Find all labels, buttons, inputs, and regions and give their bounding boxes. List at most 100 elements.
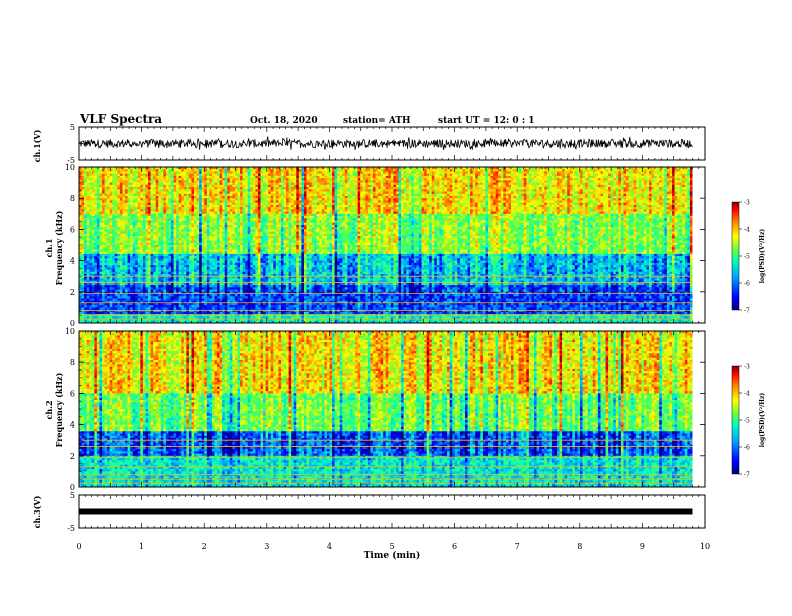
ch1-spectrogram-cell bbox=[480, 200, 483, 203]
ch1-spectrogram-cell bbox=[381, 171, 384, 174]
ch1-spectrogram-cell bbox=[82, 194, 85, 197]
ch1-spectrogram-cell bbox=[191, 205, 194, 208]
ch1-spectrogram-cell bbox=[115, 180, 118, 183]
ch1-spectrogram-cell bbox=[631, 198, 634, 201]
ch1-spectrogram-cell bbox=[560, 209, 563, 212]
ch1-spectrogram-cell bbox=[227, 183, 230, 186]
ch1-spectrogram-cell bbox=[161, 209, 164, 212]
ch1-spectrogram-cell bbox=[112, 171, 115, 174]
ch1-spectrogram-cell bbox=[493, 207, 496, 210]
ch1-spectrogram-cell bbox=[401, 198, 404, 201]
ch1-spectrogram-cell bbox=[181, 209, 184, 212]
ch1-spectrogram-cell bbox=[646, 174, 649, 177]
ch1-spectrogram-cell bbox=[255, 174, 258, 177]
ch1-spectrogram-cell bbox=[365, 207, 368, 210]
ch1-spectrogram-cell bbox=[286, 169, 289, 172]
ch1-spectrogram-cell bbox=[199, 198, 202, 201]
ch1-spectrogram-cell bbox=[289, 187, 292, 190]
ch1-spectrogram-cell bbox=[539, 192, 542, 195]
ch1-spectrogram-cell bbox=[340, 187, 343, 190]
ch1-spectrogram-cell bbox=[680, 200, 683, 203]
ch1-spectrogram-cell bbox=[618, 178, 621, 181]
ch1-spectrogram-cell bbox=[376, 176, 379, 179]
ch1-spectrogram-cell bbox=[411, 207, 414, 210]
ch1-spectrogram-cell bbox=[521, 176, 524, 179]
ch1-spectrogram-cell bbox=[572, 196, 575, 199]
ch1-spectrogram-cell bbox=[102, 205, 105, 208]
ch1-spectrogram-cell bbox=[685, 198, 688, 201]
ch1-spectrogram-cell bbox=[687, 203, 690, 206]
ch1-spectrogram-cell bbox=[378, 180, 381, 183]
ch1-spectrogram-cell bbox=[629, 203, 632, 206]
ch1-spectrogram-cell bbox=[432, 194, 435, 197]
ch1-spectrogram-cell bbox=[220, 207, 223, 210]
ch1-spectrogram-cell bbox=[222, 194, 225, 197]
ch1-spectrogram-cell bbox=[567, 192, 570, 195]
ch1-spectrogram-cell bbox=[227, 200, 230, 203]
ch1-spectrogram-cell bbox=[368, 189, 371, 192]
ch1-spectrogram-cell bbox=[370, 196, 373, 199]
ch1-spectrogram-cell bbox=[690, 180, 693, 183]
ch1-spectrogram-cell bbox=[158, 205, 161, 208]
ch1-spectrogram-cell bbox=[304, 174, 307, 177]
ch1-spectrogram-cell bbox=[386, 203, 389, 206]
ch1-spectrogram-cell bbox=[324, 209, 327, 212]
ch1-spectrogram-cell bbox=[145, 207, 148, 210]
ch1-spectrogram-cell bbox=[327, 198, 330, 201]
ch1-spectrogram-cell bbox=[214, 196, 217, 199]
ch1-spectrogram-cell bbox=[452, 198, 455, 201]
ch1-spectrogram-cell bbox=[388, 176, 391, 179]
ch1-spectrogram-cell bbox=[225, 205, 228, 208]
ch1-spectrogram-cell bbox=[501, 169, 504, 172]
ch1-spectrogram-cell bbox=[669, 185, 672, 188]
ch1-spectrogram-cell bbox=[664, 183, 667, 186]
ch1-spectrogram-cell bbox=[478, 171, 481, 174]
ch1-spectrogram-cell bbox=[232, 189, 235, 192]
ch1-spectrogram-cell bbox=[158, 207, 161, 210]
ch1-spectrogram-cell bbox=[409, 183, 412, 186]
ch1-spectrogram-cell bbox=[644, 187, 647, 190]
ch1-spectrogram-cell bbox=[299, 200, 302, 203]
ch1-spectrogram-cell bbox=[485, 183, 488, 186]
ch1-spectrogram-cell bbox=[125, 196, 128, 199]
ch1-spectrogram-cell bbox=[401, 180, 404, 183]
ch1-spectrogram-cell bbox=[539, 174, 542, 177]
ch1-spectrogram-cell bbox=[291, 189, 294, 192]
ch1-spectrogram-cell bbox=[598, 196, 601, 199]
ch1-spectrogram-cell bbox=[237, 187, 240, 190]
ch1-spectrogram-cell bbox=[94, 200, 97, 203]
ch1-spectrogram-cell bbox=[501, 207, 504, 210]
ch1-spectrogram-cell bbox=[176, 178, 179, 181]
ch1-spectrogram-cell bbox=[99, 185, 102, 188]
ch1-spectrogram-cell bbox=[176, 174, 179, 177]
ch1-spectrogram-cell bbox=[353, 203, 356, 206]
ch1-spectrogram-cell bbox=[135, 180, 138, 183]
ch1-spectrogram-cell bbox=[634, 185, 637, 188]
ch1-spectrogram-cell bbox=[652, 207, 655, 210]
ch1-spectrogram-cell bbox=[411, 189, 414, 192]
ch1-spectrogram-cell bbox=[478, 180, 481, 183]
ch1-spectrogram-cell bbox=[503, 185, 506, 188]
ch1-spectrogram-cell bbox=[232, 185, 235, 188]
ch1-spectrogram-cell bbox=[319, 198, 322, 201]
ch1-spectrogram-cell bbox=[237, 169, 240, 172]
ch1-spectrogram-cell bbox=[419, 189, 422, 192]
ch1-spectrogram-cell bbox=[473, 187, 476, 190]
ch1-spectrogram-cell bbox=[549, 169, 552, 172]
ch1-spectrogram-cell bbox=[276, 209, 279, 212]
ch1-spectrogram-cell bbox=[450, 192, 453, 195]
ch1-spectrogram-cell bbox=[342, 198, 345, 201]
ch1-spectrogram-cell bbox=[511, 176, 514, 179]
ch1-spectrogram-cell bbox=[84, 196, 87, 199]
ch1-spectrogram-cell bbox=[608, 183, 611, 186]
ch1-spectrogram-cell bbox=[353, 176, 356, 179]
ch1-spectrogram-cell bbox=[572, 185, 575, 188]
ch1-spectrogram-cell bbox=[268, 178, 271, 181]
ch1-spectrogram-cell bbox=[452, 185, 455, 188]
ch1-spectrogram-cell bbox=[373, 171, 376, 174]
ch1-spectrogram-cell bbox=[570, 187, 573, 190]
ch1-spectrogram-cell bbox=[631, 207, 634, 210]
ch1-spectrogram-cell bbox=[560, 196, 563, 199]
ch1-spectrogram-cell bbox=[445, 180, 448, 183]
ch1-spectrogram-cell bbox=[404, 187, 407, 190]
